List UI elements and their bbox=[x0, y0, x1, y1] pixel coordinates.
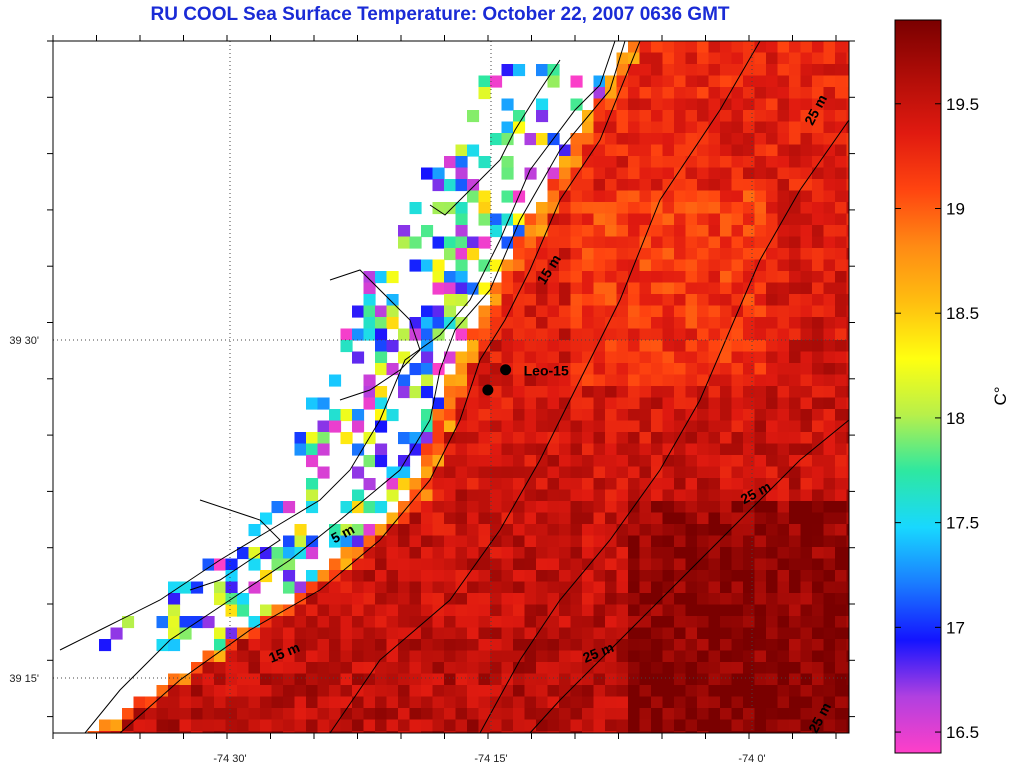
colorbar-tick-label: 17 bbox=[946, 618, 965, 637]
latitude-label: 39 30' bbox=[9, 335, 39, 347]
axis-ticks bbox=[47, 35, 855, 739]
colorbar-tick-label: 16.5 bbox=[946, 723, 979, 742]
colorbar-tick-label: 19 bbox=[946, 199, 965, 218]
contour-line bbox=[479, 119, 849, 733]
axis-tick-labels: -74 30' -74 15' -74 0' 39 30' 39 15' bbox=[9, 335, 765, 765]
longitude-label: -74 15' bbox=[474, 753, 507, 765]
colorbar-tick-label: 17.5 bbox=[946, 514, 979, 533]
graticule bbox=[53, 41, 849, 733]
station-marker[interactable] bbox=[482, 384, 494, 396]
contour-line bbox=[429, 59, 561, 216]
colorbar-ticks: 16.5 17 17.5 18 18.5 19 19.5 bbox=[895, 95, 979, 742]
colorbar-tick-label: 18.5 bbox=[946, 304, 979, 323]
contour-line bbox=[59, 41, 616, 651]
contour-line bbox=[84, 41, 626, 733]
sst-raster bbox=[87, 41, 849, 733]
map-frame bbox=[52, 40, 850, 734]
station-label: Leo-15 bbox=[524, 363, 569, 379]
leo15-station: Leo-15 bbox=[482, 363, 569, 396]
longitude-label: -74 30' bbox=[213, 753, 246, 765]
contour-line bbox=[329, 269, 421, 401]
latitude-label: 39 15' bbox=[9, 673, 39, 685]
coastline bbox=[59, 41, 849, 733]
contour-line bbox=[529, 419, 849, 733]
map-title: RU COOL Sea Surface Temperature: October… bbox=[150, 4, 730, 25]
contour-line bbox=[329, 41, 761, 733]
colorbar-tick-label: 18 bbox=[946, 409, 965, 428]
longitude-label: -74 0' bbox=[738, 753, 765, 765]
contour-line bbox=[119, 41, 641, 733]
station-marker[interactable] bbox=[500, 364, 512, 376]
colorbar-gradient bbox=[894, 19, 942, 754]
colorbar-tick-label: 19.5 bbox=[946, 95, 979, 114]
colorbar-unit-label: C° bbox=[991, 386, 1010, 405]
